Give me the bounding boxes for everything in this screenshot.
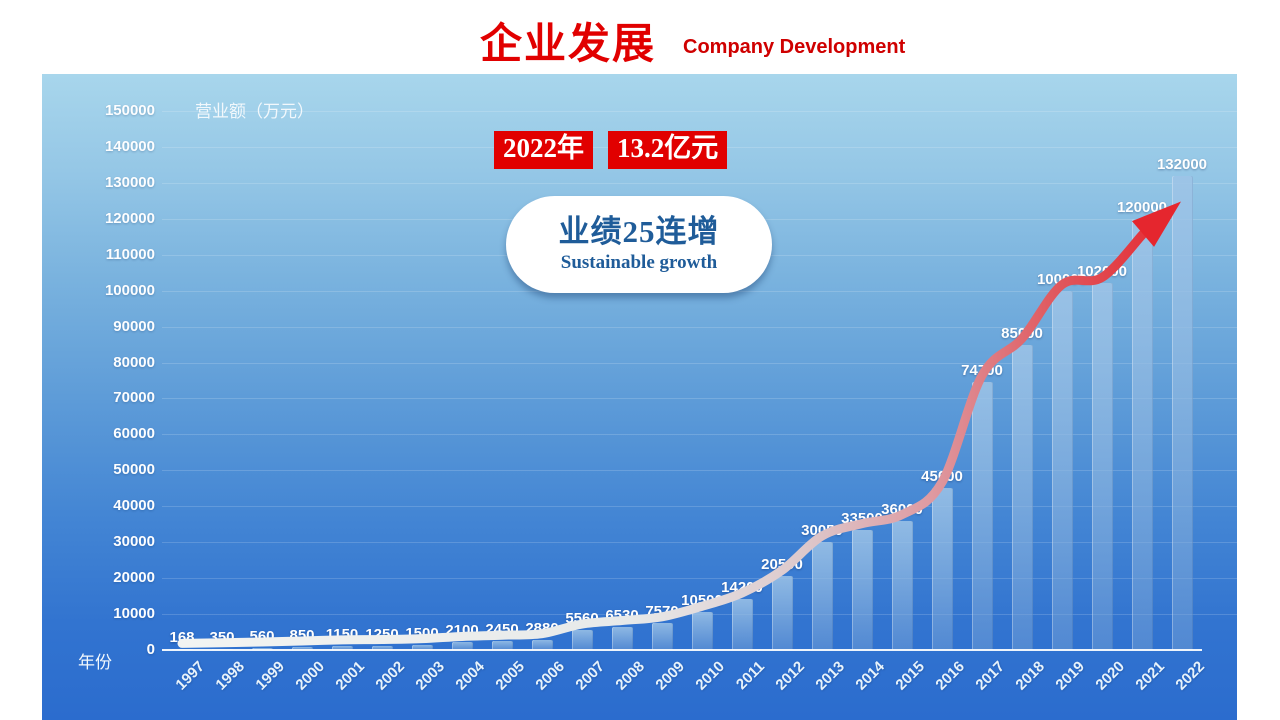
bar-value-label: 74700 <box>961 361 1003 379</box>
gridline <box>162 111 1237 112</box>
gridline <box>162 182 1237 184</box>
year-badge: 2022年 <box>494 131 593 169</box>
y-tick-label: 100000 <box>104 281 155 299</box>
bar-2015 <box>891 520 913 650</box>
page-title: 企业发展 <box>480 20 657 67</box>
page-subtitle: Company Development <box>683 36 906 58</box>
bubble-subline: Sustainable growth <box>560 252 718 274</box>
y-tick-label: 120000 <box>104 209 155 227</box>
bar-2001 <box>331 645 353 650</box>
y-axis-title: 营业额（万元） <box>195 102 314 121</box>
bar-value-label: 132000 <box>1156 155 1208 173</box>
y-tick-label: 50000 <box>113 461 155 479</box>
bar-value-label: 14200 <box>721 578 763 596</box>
highlight-badges: 2022年 13.2亿元 <box>494 131 728 169</box>
y-tick-label: 150000 <box>104 102 155 119</box>
gridline <box>162 362 1237 364</box>
y-tick-label: 130000 <box>104 173 155 191</box>
x-axis-baseline <box>162 649 1202 651</box>
y-tick-label: 10000 <box>113 605 155 623</box>
bar-2014 <box>851 529 873 650</box>
gridline <box>162 434 1237 436</box>
bar-2017 <box>971 381 993 650</box>
bar-value-label: 45000 <box>921 468 963 486</box>
y-tick-label: 140000 <box>104 137 155 155</box>
bar-value-label: 102000 <box>1076 263 1128 281</box>
y-tick-label: 90000 <box>113 317 155 335</box>
bar-value-label: 20500 <box>761 556 803 574</box>
bar-2020 <box>1091 283 1113 650</box>
x-axis-title: 年份 <box>78 653 112 672</box>
growth-bubble: 业绩25连增 Sustainable growth <box>506 196 772 293</box>
y-tick-label: 30000 <box>113 533 155 551</box>
bar-2022 <box>1171 175 1193 650</box>
y-tick-label: 110000 <box>105 245 155 263</box>
gridline <box>162 506 1237 508</box>
y-tick-label: 40000 <box>113 497 155 515</box>
bar-2000 <box>291 646 313 650</box>
bar-value-label: 36000 <box>881 500 923 518</box>
gridline <box>162 398 1237 400</box>
bubble-headline: 业绩25连增 <box>558 213 720 249</box>
gridline <box>162 542 1237 544</box>
y-tick-label: 60000 <box>113 425 155 443</box>
amount-badge: 13.2亿元 <box>608 131 728 169</box>
bar-1999 <box>251 647 273 650</box>
bar-2009 <box>651 622 673 650</box>
bar-2019 <box>1051 290 1073 650</box>
y-tick-label: 80000 <box>113 353 155 371</box>
gridline <box>162 470 1237 472</box>
bar-2008 <box>611 626 633 650</box>
bar-value-label: 85000 <box>1001 324 1043 342</box>
y-tick-label: 20000 <box>113 569 155 587</box>
y-tick-label: 0 <box>146 641 155 658</box>
bar-2021 <box>1131 218 1153 650</box>
bar-2018 <box>1011 344 1033 650</box>
y-tick-label: 70000 <box>113 389 155 407</box>
gridline <box>162 326 1237 328</box>
bar-value-label: 120000 <box>1116 198 1168 216</box>
